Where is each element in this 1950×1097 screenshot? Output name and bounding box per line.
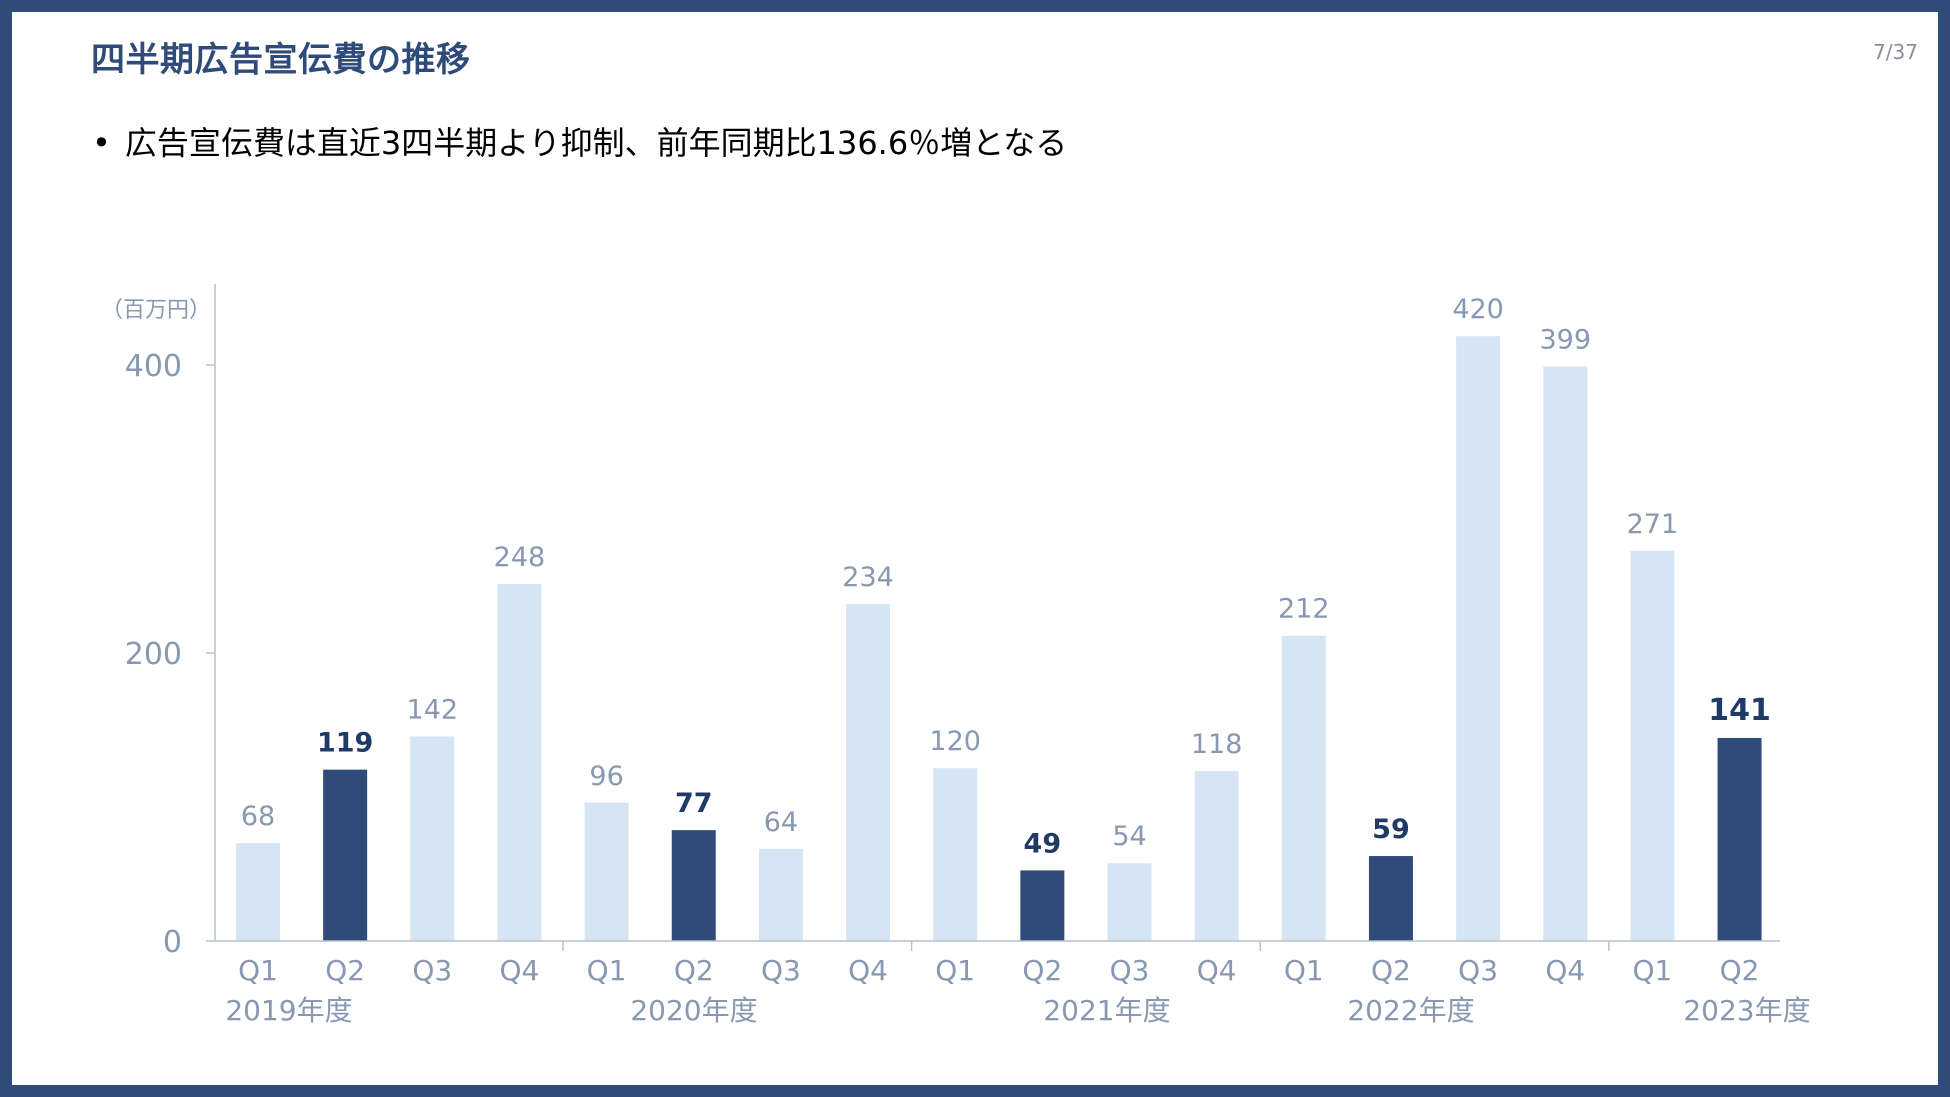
bar-value-label: 420 xyxy=(1452,294,1504,325)
y-tick-label: 0 xyxy=(163,925,182,960)
bar xyxy=(1717,737,1762,941)
bar xyxy=(671,830,716,941)
bar xyxy=(846,604,891,941)
x-group-label: 2021年度 xyxy=(1043,994,1170,1027)
x-category-label: Q4 xyxy=(848,954,888,987)
x-group-label: 2019年度 xyxy=(225,994,352,1027)
x-category-label: Q3 xyxy=(1110,954,1150,987)
bar xyxy=(1368,856,1413,941)
bar-value-label: 142 xyxy=(407,695,459,726)
bar xyxy=(323,769,368,941)
x-category-label: Q1 xyxy=(1632,954,1672,987)
bar xyxy=(584,802,629,941)
bar xyxy=(933,768,978,941)
x-category-label: Q4 xyxy=(1197,954,1237,987)
bar-value-label: 234 xyxy=(842,562,894,593)
x-group-label: 2022年度 xyxy=(1347,994,1474,1027)
bar-value-label: 49 xyxy=(1024,828,1062,859)
bar-value-label: 96 xyxy=(589,761,623,792)
bar xyxy=(758,848,803,941)
bar xyxy=(497,583,542,941)
x-category-label: Q4 xyxy=(500,954,540,987)
bar xyxy=(1456,336,1501,941)
bar-value-label: 119 xyxy=(317,728,373,759)
x-category-label: Q1 xyxy=(238,954,278,987)
bar xyxy=(1020,870,1065,941)
x-category-label: Q2 xyxy=(1720,954,1760,987)
y-axis-unit-label: （百万円） xyxy=(101,298,211,323)
x-group-label: 2020年度 xyxy=(630,994,757,1027)
bar xyxy=(1630,550,1675,941)
x-category-label: Q3 xyxy=(761,954,801,987)
page-number: 7/37 xyxy=(1873,40,1918,64)
slide-title: 四半期広告宣伝費の推移 xyxy=(91,40,471,80)
x-category-label: Q2 xyxy=(674,954,714,987)
x-category-label: Q2 xyxy=(1022,954,1062,987)
bar xyxy=(1281,635,1326,941)
bar-value-label: 248 xyxy=(494,542,546,573)
x-category-label: Q2 xyxy=(325,954,365,987)
bar-value-label: 59 xyxy=(1372,814,1410,845)
x-category-label: Q1 xyxy=(587,954,627,987)
x-category-label: Q4 xyxy=(1545,954,1585,987)
bar-value-label: 77 xyxy=(675,788,713,819)
bar-value-label: 120 xyxy=(929,726,981,757)
y-tick-label: 400 xyxy=(125,349,182,384)
bar-value-label: 118 xyxy=(1191,729,1243,760)
bar xyxy=(236,843,280,941)
x-category-label: Q3 xyxy=(412,954,452,987)
bullet-marker: • xyxy=(92,124,111,162)
bar-value-label: 141 xyxy=(1708,693,1771,728)
chart-bars xyxy=(236,336,1762,941)
bar-value-label: 271 xyxy=(1627,509,1679,540)
bar-value-label: 399 xyxy=(1539,324,1591,355)
bar xyxy=(1107,863,1152,941)
x-group-label: 2023年度 xyxy=(1683,994,1810,1027)
bar-value-label: 68 xyxy=(241,801,275,832)
bullet-point: • 広告宣伝費は直近3四半期より抑制、前年同期比136.6％増となる xyxy=(92,118,1067,164)
x-category-label: Q1 xyxy=(935,954,975,987)
chart-data-labels: 68 119 142 248 96 77 64 234 120 49 54 118 212 59 420 39… xyxy=(241,294,1771,859)
x-category-label: Q1 xyxy=(1284,954,1324,987)
x-category-label: Q2 xyxy=(1371,954,1411,987)
bar xyxy=(1194,771,1239,941)
y-tick-label: 200 xyxy=(125,637,182,672)
bar-value-label: 64 xyxy=(764,807,798,838)
bar xyxy=(410,736,455,941)
bar-value-label: 54 xyxy=(1112,821,1146,852)
chart-x-axis: Q1 Q2 Q3 Q4 Q1 Q2 Q3 Q4 Q1 Q2 Q3 Q4 Q1 Q2 Q3 Q4 Q1 Q2 2019… xyxy=(215,940,1811,1027)
chart-axes: （百万円） 0 200 400 xyxy=(101,284,216,960)
bar-value-label: 212 xyxy=(1278,594,1330,625)
bar xyxy=(1543,366,1588,941)
bullet-text: 広告宣伝費は直近3四半期より抑制、前年同期比136.6％増となる xyxy=(124,124,1068,162)
x-category-label: Q3 xyxy=(1458,954,1498,987)
